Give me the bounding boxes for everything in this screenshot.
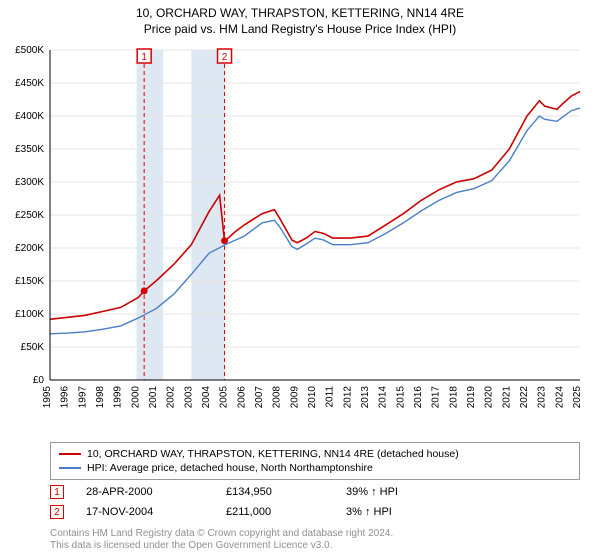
svg-text:2020: 2020 xyxy=(484,386,495,409)
chart-container: 10, ORCHARD WAY, THRAPSTON, KETTERING, N… xyxy=(0,0,600,560)
svg-text:1: 1 xyxy=(141,52,147,63)
svg-text:1996: 1996 xyxy=(60,386,71,409)
svg-text:1995: 1995 xyxy=(42,386,53,409)
legend-item-1: 10, ORCHARD WAY, THRAPSTON, KETTERING, N… xyxy=(59,447,571,461)
event-price-1: £134,950 xyxy=(226,486,346,498)
footer-line-1: Contains HM Land Registry data © Crown c… xyxy=(50,528,580,540)
svg-text:2000: 2000 xyxy=(130,386,141,409)
footer-line-2: This data is licensed under the Open Gov… xyxy=(50,540,580,552)
svg-text:2013: 2013 xyxy=(360,386,371,409)
svg-text:£150K: £150K xyxy=(15,276,44,287)
title-address: 10, ORCHARD WAY, THRAPSTON, KETTERING, N… xyxy=(0,6,600,20)
svg-text:2018: 2018 xyxy=(448,386,459,409)
svg-text:2023: 2023 xyxy=(537,386,548,409)
svg-text:£250K: £250K xyxy=(15,210,44,221)
event-date-1: 28-APR-2000 xyxy=(86,486,226,498)
event-row-2: 2 17-NOV-2004 £211,000 3% ↑ HPI xyxy=(50,502,580,522)
legend-label-2: HPI: Average price, detached house, Nort… xyxy=(87,461,373,475)
svg-text:1997: 1997 xyxy=(77,386,88,409)
svg-text:2007: 2007 xyxy=(254,386,265,409)
legend-swatch-1 xyxy=(59,453,81,455)
svg-text:2: 2 xyxy=(222,52,228,63)
svg-text:2021: 2021 xyxy=(501,386,512,409)
event-marker-1: 1 xyxy=(50,485,64,499)
svg-text:£0: £0 xyxy=(33,375,45,386)
svg-text:2001: 2001 xyxy=(148,386,159,409)
svg-text:2017: 2017 xyxy=(431,386,442,409)
svg-text:2019: 2019 xyxy=(466,386,477,409)
svg-text:2008: 2008 xyxy=(272,386,283,409)
svg-text:2011: 2011 xyxy=(325,386,336,408)
legend-swatch-2 xyxy=(59,467,81,469)
svg-text:2015: 2015 xyxy=(395,386,406,409)
svg-text:2005: 2005 xyxy=(219,386,230,409)
chart-area: £0£50K£100K£150K£200K£250K£300K£350K£400… xyxy=(50,50,580,410)
svg-text:1998: 1998 xyxy=(95,386,106,409)
svg-text:£50K: £50K xyxy=(21,342,45,353)
svg-text:1999: 1999 xyxy=(113,386,124,409)
svg-text:2014: 2014 xyxy=(378,386,389,409)
event-marker-2: 2 xyxy=(50,505,64,519)
svg-text:2006: 2006 xyxy=(236,386,247,409)
svg-text:2012: 2012 xyxy=(342,386,353,409)
svg-text:2022: 2022 xyxy=(519,386,530,409)
svg-text:£400K: £400K xyxy=(15,111,44,122)
svg-text:2002: 2002 xyxy=(166,386,177,409)
svg-text:£200K: £200K xyxy=(15,243,44,254)
svg-text:2024: 2024 xyxy=(554,386,565,409)
event-delta-1: 39% ↑ HPI xyxy=(346,486,580,498)
svg-text:2009: 2009 xyxy=(289,386,300,409)
svg-text:2016: 2016 xyxy=(413,386,424,409)
svg-text:£500K: £500K xyxy=(15,45,44,56)
svg-text:£350K: £350K xyxy=(15,144,44,155)
event-price-2: £211,000 xyxy=(226,506,346,518)
svg-text:2003: 2003 xyxy=(183,386,194,409)
title-subtitle: Price paid vs. HM Land Registry's House … xyxy=(0,22,600,36)
svg-text:2004: 2004 xyxy=(201,386,212,409)
event-date-2: 17-NOV-2004 xyxy=(86,506,226,518)
legend-item-2: HPI: Average price, detached house, Nort… xyxy=(59,461,571,475)
events-table: 1 28-APR-2000 £134,950 39% ↑ HPI 2 17-NO… xyxy=(50,482,580,522)
footer-attribution: Contains HM Land Registry data © Crown c… xyxy=(50,528,580,552)
chart-svg: £0£50K£100K£150K£200K£250K£300K£350K£400… xyxy=(50,50,580,410)
svg-text:£100K: £100K xyxy=(15,309,44,320)
svg-text:2010: 2010 xyxy=(307,386,318,409)
title-block: 10, ORCHARD WAY, THRAPSTON, KETTERING, N… xyxy=(0,0,600,36)
legend-label-1: 10, ORCHARD WAY, THRAPSTON, KETTERING, N… xyxy=(87,447,459,461)
event-delta-2: 3% ↑ HPI xyxy=(346,506,580,518)
svg-text:2025: 2025 xyxy=(572,386,583,409)
legend-box: 10, ORCHARD WAY, THRAPSTON, KETTERING, N… xyxy=(50,442,580,480)
event-row-1: 1 28-APR-2000 £134,950 39% ↑ HPI xyxy=(50,482,580,502)
svg-text:£450K: £450K xyxy=(15,78,44,89)
svg-text:£300K: £300K xyxy=(15,177,44,188)
